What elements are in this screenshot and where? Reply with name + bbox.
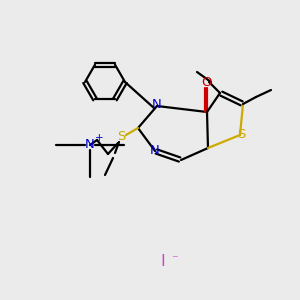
Text: I: I bbox=[160, 254, 165, 269]
Text: ⁻: ⁻ bbox=[171, 254, 177, 266]
Text: N: N bbox=[150, 145, 160, 158]
Text: O: O bbox=[202, 76, 212, 89]
Text: N: N bbox=[152, 98, 162, 112]
Text: S: S bbox=[237, 128, 245, 142]
Text: S: S bbox=[117, 130, 125, 143]
Text: N: N bbox=[85, 139, 95, 152]
Text: +: + bbox=[95, 133, 103, 143]
